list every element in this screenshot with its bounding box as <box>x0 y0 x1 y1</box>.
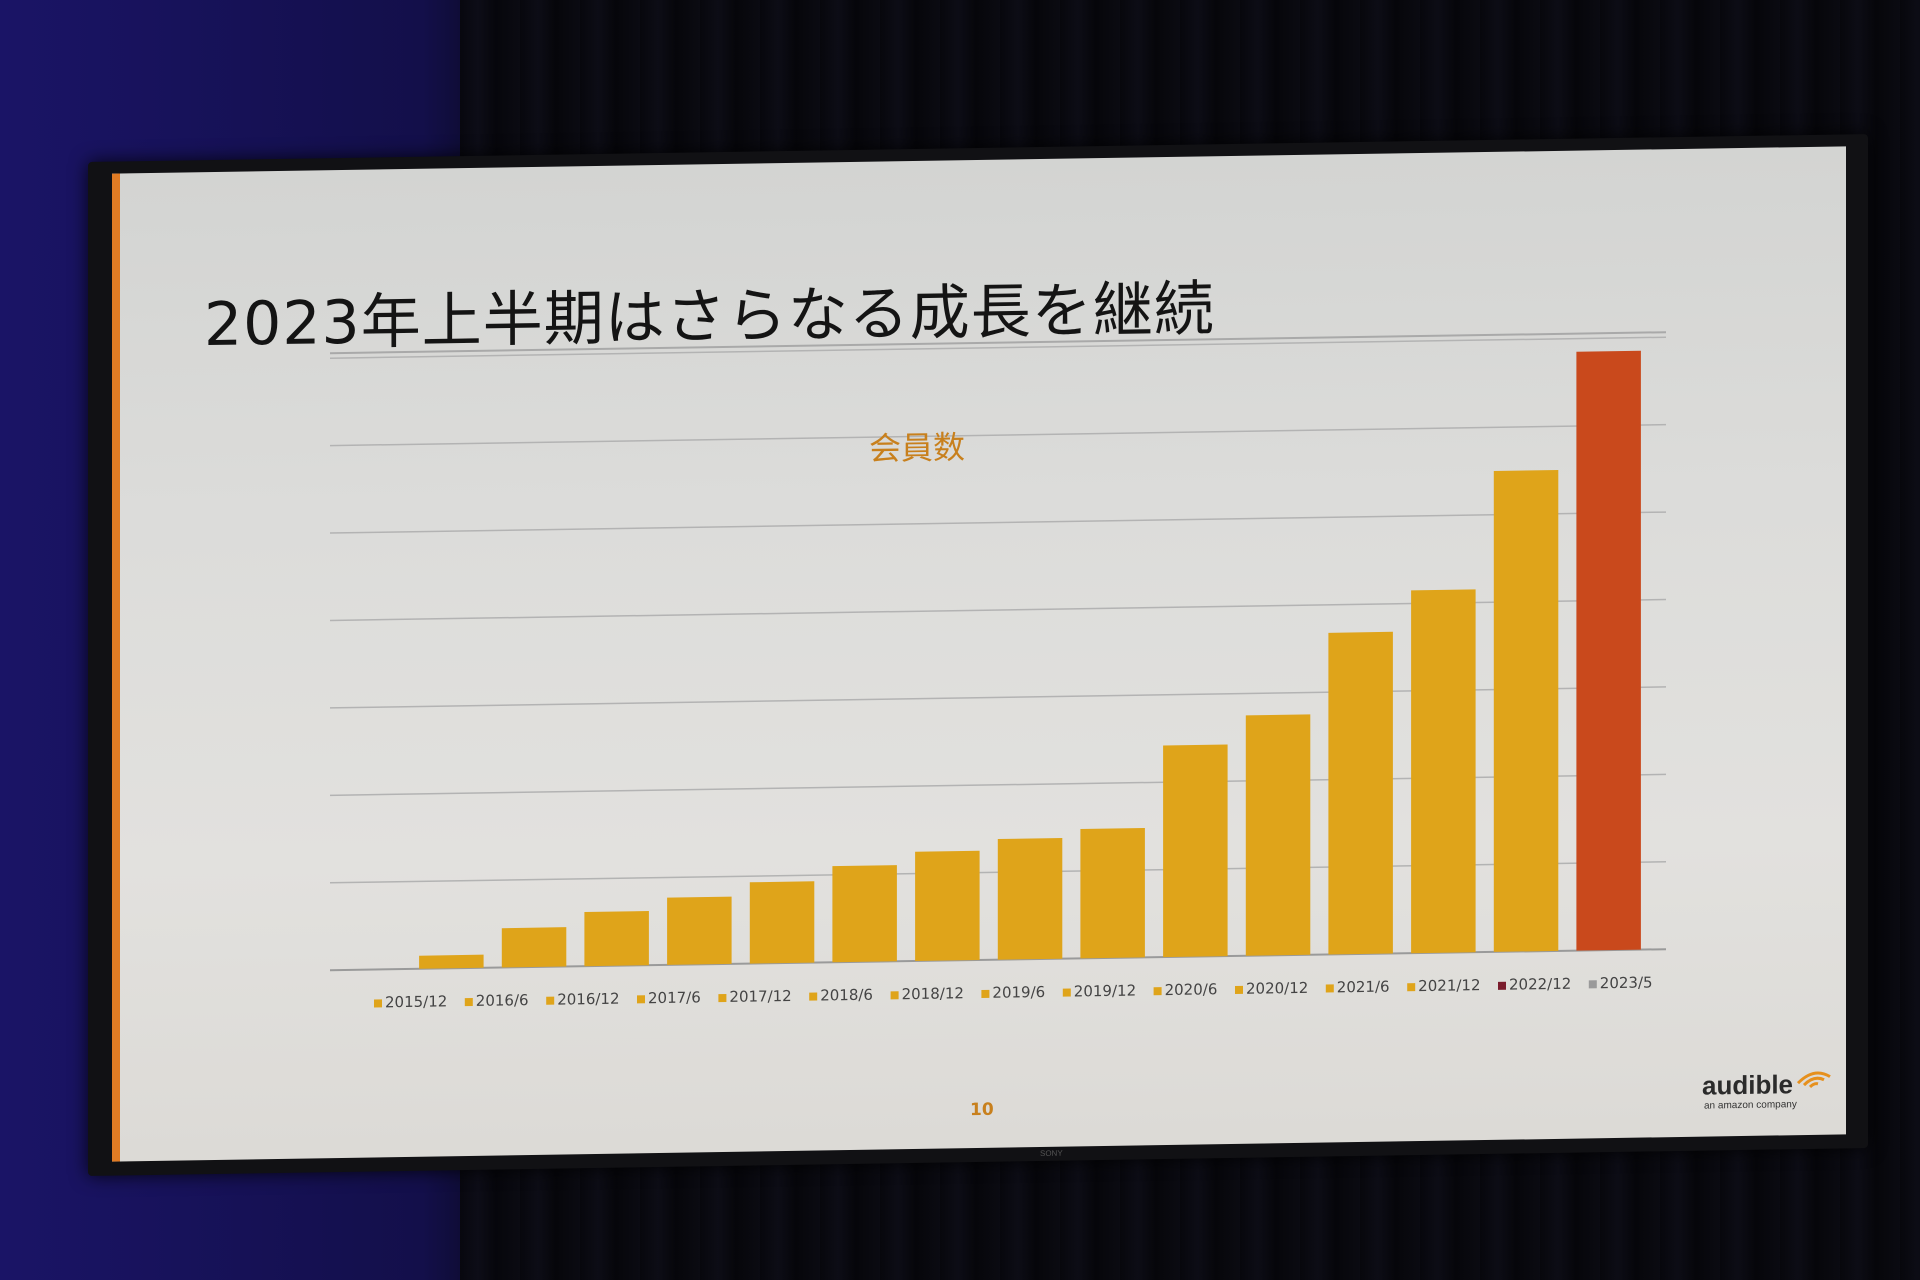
legend-swatch <box>1588 980 1597 989</box>
legend-swatch <box>1407 983 1416 992</box>
bar-2016-12 <box>584 910 649 967</box>
legend-label: 2022/12 <box>1509 975 1571 994</box>
audible-arcs-icon <box>1796 1071 1831 1089</box>
legend-label: 2017/6 <box>648 988 701 1007</box>
bar-2019-6 <box>997 837 1063 960</box>
bar-2018-12 <box>915 850 980 962</box>
gridline <box>330 511 1666 534</box>
legend-label: 2015/12 <box>385 992 447 1011</box>
legend-label: 2018/6 <box>820 986 873 1005</box>
slide-screen: 2023年上半期はさらなる成長を継続 会員数 2015/12 2016/6 2016… <box>112 146 1846 1162</box>
legend-swatch <box>637 995 645 1004</box>
legend-label: 2016/12 <box>557 990 619 1009</box>
legend-label: 2021/6 <box>1337 978 1390 997</box>
gridline <box>330 423 1666 447</box>
legend-swatch <box>718 993 727 1003</box>
bar-2020-12 <box>1245 714 1311 956</box>
legend-label: 2023/5 <box>1600 973 1653 992</box>
bar-2021-12 <box>1411 589 1476 954</box>
gridline <box>330 336 1666 359</box>
audible-logo: audible an amazon company <box>1702 1069 1832 1121</box>
bar-2021-6 <box>1328 631 1393 955</box>
page-number: 10 <box>970 1099 994 1121</box>
bar-2022-12 <box>1493 470 1559 952</box>
legend-swatch <box>1062 988 1071 997</box>
bar-2015-12 <box>419 954 484 969</box>
legend-label: 2016/6 <box>476 991 529 1010</box>
legend-swatch <box>464 997 473 1007</box>
bar-2017-12 <box>749 881 815 964</box>
legend-label: 2020/6 <box>1165 980 1218 999</box>
legend-swatch <box>1325 984 1334 993</box>
chart-title: 会員数 <box>869 428 965 468</box>
legend-swatch <box>546 996 555 1005</box>
legend-label: 2019/12 <box>1074 982 1136 1001</box>
legend-swatch <box>981 989 990 998</box>
logo-tagline: an amazon company <box>1704 1099 1797 1112</box>
legend-label: 2019/6 <box>992 983 1045 1002</box>
legend-swatch <box>1235 985 1243 994</box>
logo-wordmark: audible <box>1702 1069 1794 1101</box>
bar-2023-5 <box>1576 350 1641 951</box>
bar-2019-12 <box>1080 827 1145 959</box>
bar-2017-6 <box>667 896 732 965</box>
bar-2020-6 <box>1163 744 1228 958</box>
legend-swatch <box>1153 987 1162 996</box>
legend-swatch <box>809 992 818 1001</box>
legend-swatch <box>1498 981 1506 990</box>
legend-label: 2017/12 <box>729 987 791 1006</box>
legend-label: 2021/12 <box>1418 976 1480 995</box>
members-bar-chart: 会員数 2015/12 2016/6 2016/12 2017/6 2017/12 201… <box>330 336 1666 1011</box>
legend-swatch <box>374 999 382 1008</box>
bar-2016-6 <box>501 927 567 968</box>
tv-brand: SONY <box>1040 1148 1063 1159</box>
tv-frame: 2023年上半期はさらなる成長を継続 会員数 2015/12 2016/6 2016… <box>88 134 1868 1177</box>
legend-label: 2020/12 <box>1246 979 1308 998</box>
bar-2018-6 <box>832 865 897 963</box>
legend-swatch <box>890 991 899 1000</box>
legend-label: 2018/12 <box>902 984 964 1003</box>
